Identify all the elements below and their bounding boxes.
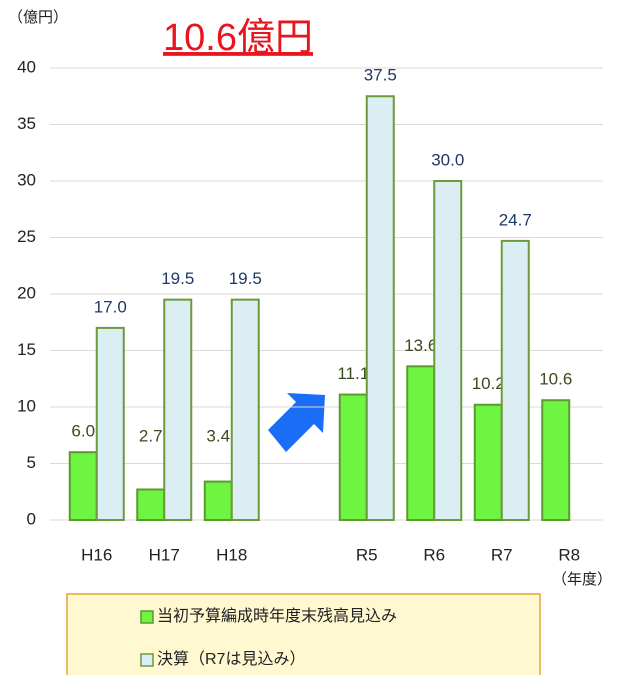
data-label: 2.7 [139, 426, 163, 445]
x-tick-label: H16 [81, 545, 112, 564]
data-label: 30.0 [431, 150, 464, 169]
data-label: 17.0 [94, 297, 127, 316]
data-label: 13.6 [404, 336, 437, 355]
y-tick-label: 0 [27, 509, 36, 528]
arrow [268, 393, 325, 452]
data-label: 6.0 [71, 422, 95, 441]
bar [68, 451, 98, 522]
bar [500, 239, 530, 521]
bar [95, 326, 125, 521]
bar [433, 180, 463, 521]
x-tick-label: H17 [149, 545, 180, 564]
bar [136, 488, 166, 521]
x-tick-label: R8 [558, 545, 580, 564]
data-label: 10.2 [472, 374, 505, 393]
x-tick-label: R6 [423, 545, 445, 564]
data-label: 19.5 [229, 269, 262, 288]
bar [203, 480, 233, 521]
y-tick-label: 40 [17, 57, 36, 76]
bar [473, 403, 503, 521]
x-tick-label: H18 [216, 545, 247, 564]
x-axis-unit: （年度） [552, 571, 612, 588]
bar [163, 298, 193, 521]
y-tick-label: 30 [17, 170, 36, 189]
x-tick-label: R7 [491, 545, 513, 564]
x-tick-label: R5 [356, 545, 378, 564]
data-label: 37.5 [364, 66, 397, 85]
legend-label: 当初予算編成時年度末残高見込み [157, 606, 397, 625]
y-tick-label: 15 [17, 340, 36, 359]
y-tick-label: 25 [17, 227, 36, 246]
y-tick-label: 35 [17, 114, 36, 133]
legend-swatch [140, 653, 154, 667]
annotation: 10.6億円 [163, 17, 313, 59]
bar [230, 298, 260, 521]
data-label: 10.6 [539, 370, 572, 389]
y-tick-label: 5 [27, 453, 36, 472]
bar [365, 95, 395, 521]
data-label: 24.7 [499, 210, 532, 229]
y-tick-label: 20 [17, 283, 36, 302]
legend-label: 決算（R7は見込み） [157, 649, 305, 668]
bar [338, 393, 368, 522]
data-label: 19.5 [161, 269, 194, 288]
bar [406, 365, 436, 521]
bar [541, 399, 571, 521]
legend-swatch [140, 610, 154, 624]
y-tick-label: 10 [17, 396, 36, 415]
data-label: 3.4 [206, 426, 230, 445]
data-label: 11.1 [337, 364, 369, 383]
y-axis-unit: （億円） [8, 9, 68, 26]
